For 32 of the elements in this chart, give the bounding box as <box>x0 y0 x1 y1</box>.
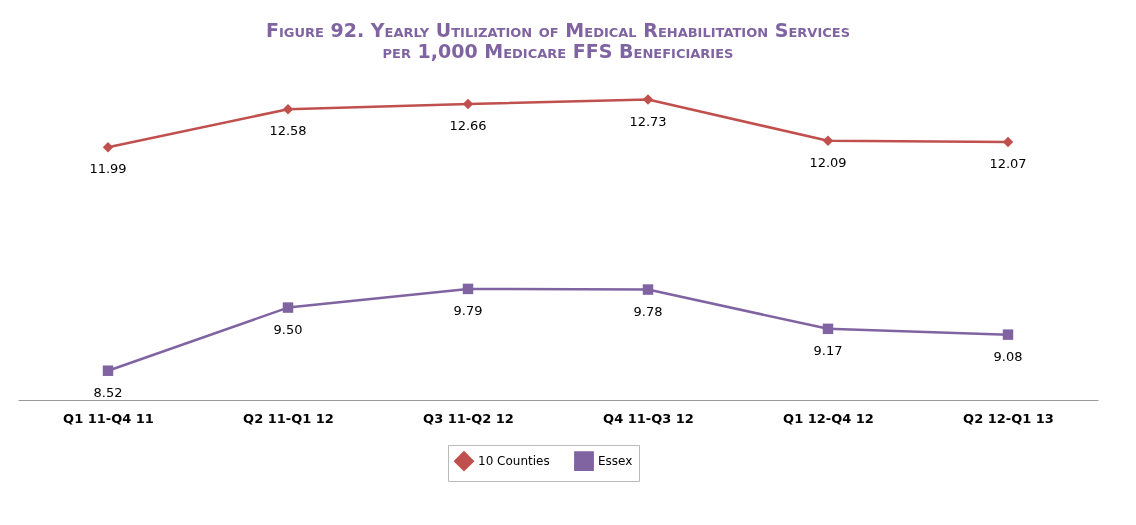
legend-label: 10 Counties <box>478 454 550 469</box>
x-tick-label: Q3 11-Q2 12 <box>423 410 514 426</box>
data-label: 9.79 <box>453 302 483 318</box>
point <box>282 103 294 115</box>
data-label: 9.17 <box>813 342 843 358</box>
x-tick-label: Q2 11-Q1 12 <box>243 410 334 426</box>
x-tick-label: Q1 12-Q4 12 <box>783 410 874 426</box>
data-label: 8.52 <box>93 384 123 400</box>
legend-label: Essex <box>598 454 633 469</box>
point <box>102 141 114 153</box>
point <box>1002 329 1014 340</box>
data-label: 9.78 <box>633 303 663 319</box>
data-label: 12.09 <box>809 154 847 170</box>
point <box>642 94 654 105</box>
point <box>822 323 834 335</box>
point <box>642 284 654 295</box>
point <box>462 98 474 110</box>
point <box>462 283 474 295</box>
x-tick-label: Q2 12-Q1 13 <box>963 410 1054 426</box>
point <box>822 135 834 146</box>
x-tick-label: Q1 11-Q4 11 <box>63 410 154 426</box>
data-label: 9.08 <box>993 348 1023 364</box>
point <box>282 302 294 313</box>
chart-title: Figure 92. Yearly Utilization of Medical Rehabilitation Services per 1,000 Medicare FFS Beneficiaries <box>266 19 850 62</box>
data-label: 12.58 <box>269 123 307 139</box>
data-label: 11.99 <box>89 161 127 177</box>
data-label: 12.66 <box>449 118 487 134</box>
data-label: 12.07 <box>989 156 1027 172</box>
point <box>102 365 114 376</box>
x-tick-label: Q4 11-Q3 12 <box>603 410 694 426</box>
data-label: 9.50 <box>273 321 303 337</box>
data-label: 12.73 <box>629 113 667 129</box>
